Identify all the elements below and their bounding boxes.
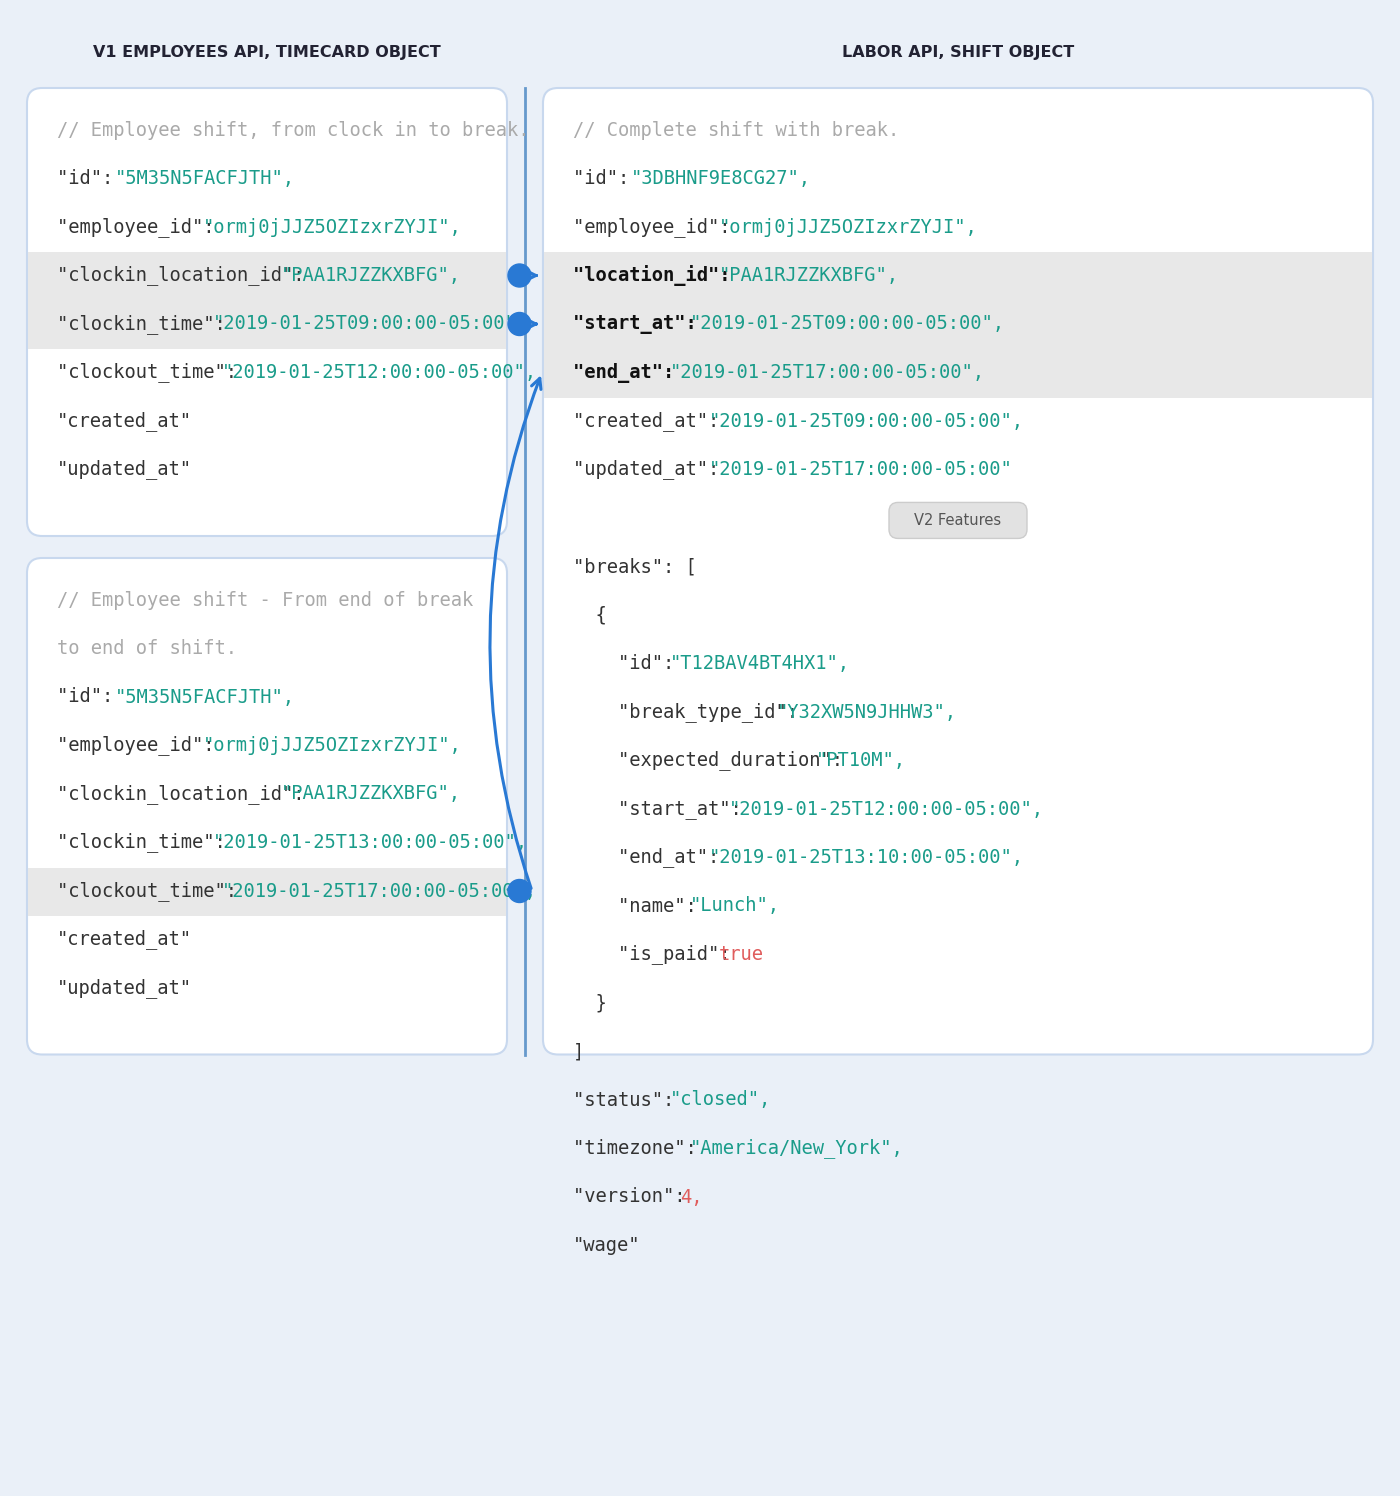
- Text: "end_at":: "end_at":: [573, 848, 731, 868]
- Text: "2019-01-25T09:00:00-05:00",: "2019-01-25T09:00:00-05:00",: [708, 411, 1023, 431]
- Text: "clockout_time":: "clockout_time":: [57, 362, 248, 383]
- Text: "5M35N5FACFJTH",: "5M35N5FACFJTH",: [115, 688, 295, 706]
- Text: }: }: [573, 993, 606, 1013]
- FancyBboxPatch shape: [543, 88, 1373, 1055]
- Text: "created_at": "created_at": [57, 411, 192, 431]
- Text: "employee_id":: "employee_id":: [573, 217, 742, 236]
- Text: "ormj0jJJZ5OZIzxrZYJI",: "ormj0jJJZ5OZIzxrZYJI",: [203, 736, 462, 755]
- Text: "id":: "id":: [573, 169, 641, 188]
- Bar: [28, 301, 505, 349]
- Bar: [545, 301, 1372, 349]
- Text: "Lunch",: "Lunch",: [690, 896, 780, 916]
- Text: "created_at": "created_at": [57, 929, 192, 950]
- Text: "break_type_id":: "break_type_id":: [573, 702, 809, 723]
- Bar: [28, 253, 505, 301]
- Text: "ormj0jJJZ5OZIzxrZYJI",: "ormj0jJJZ5OZIzxrZYJI",: [203, 217, 462, 236]
- Text: // Employee shift, from clock in to break.: // Employee shift, from clock in to brea…: [57, 121, 529, 139]
- Text: "2019-01-25T17:00:00-05:00",: "2019-01-25T17:00:00-05:00",: [671, 364, 986, 381]
- Text: "closed",: "closed",: [671, 1091, 771, 1110]
- Text: "status":: "status":: [573, 1091, 686, 1110]
- Text: "clockin_location_id":: "clockin_location_id":: [57, 265, 316, 286]
- Circle shape: [508, 313, 531, 335]
- Text: "id":: "id":: [57, 688, 125, 706]
- Text: "ormj0jJJZ5OZIzxrZYJI",: "ormj0jJJZ5OZIzxrZYJI",: [718, 217, 977, 236]
- Text: "PAA1RJZZKXBFG",: "PAA1RJZZKXBFG",: [280, 266, 461, 286]
- Text: true: true: [718, 945, 764, 963]
- Text: "T12BAV4BT4HX1",: "T12BAV4BT4HX1",: [671, 654, 850, 673]
- Text: to end of shift.: to end of shift.: [57, 639, 237, 658]
- Text: "updated_at": "updated_at": [57, 459, 192, 480]
- Text: "2019-01-25T17:00:00-05:00",: "2019-01-25T17:00:00-05:00",: [223, 881, 538, 901]
- Text: {: {: [573, 606, 606, 624]
- Text: "employee_id":: "employee_id":: [57, 736, 225, 755]
- Text: "id":: "id":: [573, 654, 686, 673]
- Text: "PAA1RJZZKXBFG",: "PAA1RJZZKXBFG",: [280, 784, 461, 803]
- Text: "employee_id":: "employee_id":: [57, 217, 225, 236]
- Text: "is_paid":: "is_paid":: [573, 944, 742, 965]
- Text: 4,: 4,: [680, 1188, 703, 1206]
- Text: "expected_duration":: "expected_duration":: [573, 751, 854, 770]
- Circle shape: [508, 263, 531, 287]
- Text: "2019-01-25T13:10:00-05:00",: "2019-01-25T13:10:00-05:00",: [708, 848, 1023, 868]
- Text: "updated_at": "updated_at": [57, 978, 192, 998]
- Text: "updated_at":: "updated_at":: [573, 459, 731, 480]
- FancyBboxPatch shape: [27, 88, 507, 536]
- Text: "clockout_time":: "clockout_time":: [57, 881, 248, 901]
- Text: "timezone":: "timezone":: [573, 1138, 708, 1158]
- Bar: [28, 868, 505, 916]
- Text: "wage": "wage": [573, 1236, 641, 1255]
- Text: "version":: "version":: [573, 1188, 697, 1206]
- Text: "end_at":: "end_at":: [573, 362, 686, 383]
- Text: "created_at":: "created_at":: [573, 411, 731, 431]
- Text: "2019-01-25T09:00:00-05:00",: "2019-01-25T09:00:00-05:00",: [690, 314, 1005, 334]
- Text: "start_at":: "start_at":: [573, 799, 753, 818]
- Text: "id":: "id":: [57, 169, 125, 188]
- Text: V1 EMPLOYEES API, TIMECARD OBJECT: V1 EMPLOYEES API, TIMECARD OBJECT: [94, 45, 441, 60]
- Text: "3DBHNF9E8CG27",: "3DBHNF9E8CG27",: [631, 169, 812, 188]
- Text: "PAA1RJZZKXBFG",: "PAA1RJZZKXBFG",: [718, 266, 899, 286]
- Bar: [545, 253, 1372, 301]
- Text: ]: ]: [573, 1043, 584, 1061]
- Text: "name":: "name":: [573, 896, 708, 916]
- Text: "2019-01-25T09:00:00-05:00",: "2019-01-25T09:00:00-05:00",: [213, 314, 528, 334]
- Text: // Complete shift with break.: // Complete shift with break.: [573, 121, 899, 139]
- FancyBboxPatch shape: [889, 503, 1028, 539]
- Text: "location_id":: "location_id":: [573, 265, 742, 286]
- Text: "America/New_York",: "America/New_York",: [690, 1138, 903, 1158]
- Text: V2 Features: V2 Features: [914, 513, 1001, 528]
- Text: "Y32XW5N9JHHW3",: "Y32XW5N9JHHW3",: [777, 703, 958, 721]
- Text: "breaks": [: "breaks": [: [573, 557, 697, 576]
- Bar: [545, 349, 1372, 398]
- Text: "clockin_location_id":: "clockin_location_id":: [57, 784, 316, 803]
- Circle shape: [508, 880, 531, 902]
- Text: LABOR API, SHIFT OBJECT: LABOR API, SHIFT OBJECT: [841, 45, 1074, 60]
- Text: "PT10M",: "PT10M",: [816, 751, 906, 770]
- Text: "start_at":: "start_at":: [573, 314, 708, 334]
- Text: // Employee shift - From end of break: // Employee shift - From end of break: [57, 591, 473, 609]
- Text: "2019-01-25T12:00:00-05:00",: "2019-01-25T12:00:00-05:00",: [223, 364, 538, 381]
- Text: "2019-01-25T12:00:00-05:00",: "2019-01-25T12:00:00-05:00",: [728, 799, 1043, 818]
- FancyBboxPatch shape: [27, 558, 507, 1055]
- Text: "5M35N5FACFJTH",: "5M35N5FACFJTH",: [115, 169, 295, 188]
- Text: "2019-01-25T17:00:00-05:00": "2019-01-25T17:00:00-05:00": [708, 459, 1012, 479]
- Text: "clockin_time":: "clockin_time":: [57, 833, 237, 853]
- Text: "clockin_time":: "clockin_time":: [57, 314, 237, 334]
- Text: "2019-01-25T13:00:00-05:00",: "2019-01-25T13:00:00-05:00",: [213, 833, 528, 853]
